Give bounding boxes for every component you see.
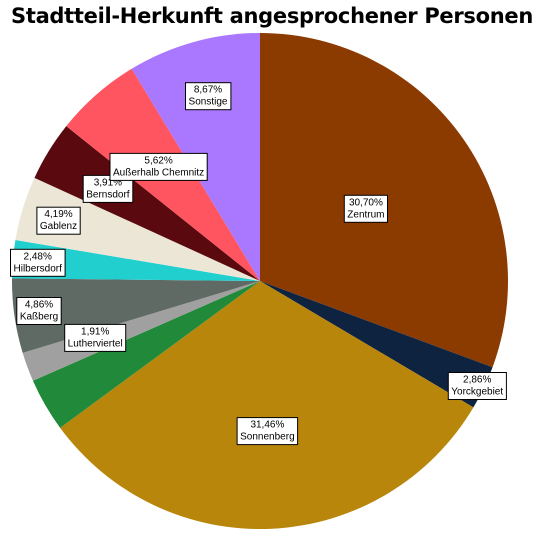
data-label-value: 4,19% (44, 209, 72, 220)
data-label-value: 4,86% (25, 300, 53, 311)
data-label-box (447, 372, 507, 400)
data-label-name: Kaßberg (20, 312, 58, 323)
data-label-box (16, 297, 62, 325)
pie-slice-yorckgebiet (260, 281, 493, 408)
data-label-box (109, 152, 208, 181)
data-label-name: Außerhalb Chemnitz (113, 167, 204, 178)
data-label-gablenz: 4,19%Gablenz (36, 206, 81, 235)
pie-labels: 30,70%Zentrum 2,86%Yorckgebiet 31,46%Sonne… (10, 82, 507, 446)
data-label-value: 2,48% (24, 251, 52, 262)
data-label-lutherviertel: 1,91%Lutherviertel (64, 323, 127, 352)
data-label-value: 5,62% (144, 155, 172, 166)
data-label-yorckgebiet: 2,86%Yorckgebiet (447, 372, 507, 400)
data-label-value: 30,70% (349, 197, 383, 208)
pie-slice-gablenz (15, 177, 261, 281)
data-label-value: 2,86% (463, 375, 491, 386)
data-label-box (185, 82, 232, 111)
data-label-ka-berg: 4,86%Kaßberg (16, 297, 62, 325)
data-label-sonnenberg: 31,46%Sonnenberg (236, 417, 299, 446)
data-label-value: 31,46% (250, 420, 284, 431)
pie-slice-hilbersdorf (12, 239, 261, 281)
data-label-value: 8,67% (194, 85, 222, 96)
pie-slice-luther-viertel (32, 281, 261, 428)
pie-slice-bernsdorf (34, 126, 261, 282)
pie-slices (11, 33, 509, 530)
data-label-name: Sonstige (189, 97, 228, 108)
data-label-hilbersdorf: 2,48%Hilbersdorf (10, 248, 66, 277)
data-label-zentrum: 30,70%Zentrum (343, 194, 388, 223)
data-label-box (343, 194, 388, 223)
data-label-name: Sonnenberg (240, 432, 295, 443)
data-label-name: Hilbersdorf (14, 263, 63, 274)
chart-title: Stadtteil-Herkunft angesprochener Person… (11, 4, 533, 28)
data-label-name: Zentrum (347, 209, 384, 220)
data-label-box (64, 323, 127, 352)
data-label-value: 1,91% (81, 326, 109, 337)
data-label-box (236, 417, 299, 446)
data-label-au-erhalb-chemnitz: 5,62%Außerhalb Chemnitz (109, 152, 208, 181)
pie-slice-sonnenberg (60, 281, 474, 530)
data-label-name: Yorckgebiet (451, 387, 503, 398)
data-label-name: Gablenz (40, 221, 77, 232)
pie-slice-lutherviertel (22, 281, 260, 381)
data-label-box (36, 206, 81, 235)
data-label-sonstige: 8,67%Sonstige (185, 82, 232, 111)
data-label-box (10, 248, 66, 277)
data-label-name: Bernsdorf (86, 189, 130, 200)
data-label-value: 3,91% (94, 177, 122, 188)
data-label-name: Lutherviertel (68, 338, 123, 349)
